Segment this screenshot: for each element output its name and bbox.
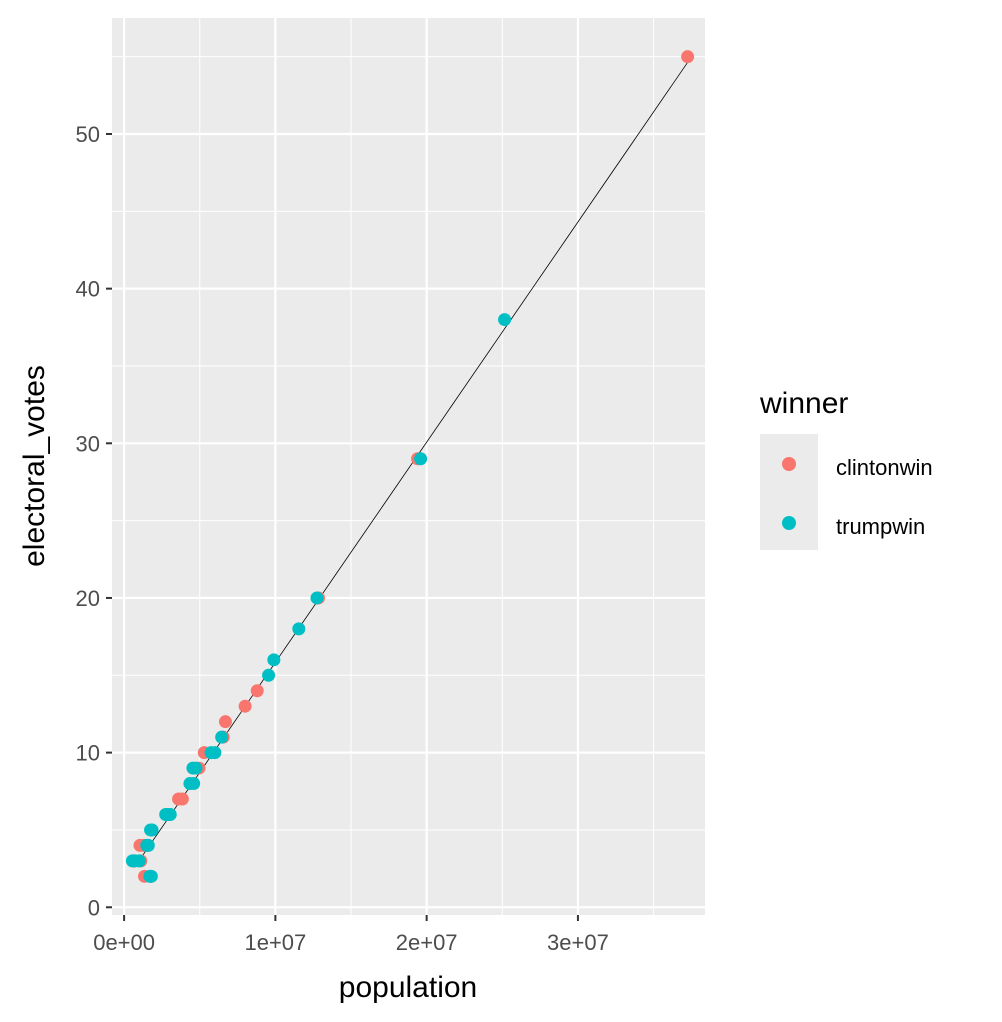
point-trumpwin bbox=[204, 746, 218, 760]
point-clintonwin bbox=[681, 50, 695, 64]
y-tick-label: 10 bbox=[76, 741, 100, 766]
legend-key-trumpwin bbox=[782, 516, 796, 530]
point-clintonwin bbox=[238, 699, 252, 713]
y-axis-title: electoral_votes bbox=[18, 365, 51, 567]
axes: 0e+00 1e+07 2e+07 3e+07 0 10 20 30 40 50 bbox=[76, 122, 609, 955]
point-trumpwin bbox=[144, 869, 158, 883]
y-tick-label: 0 bbox=[88, 895, 100, 920]
x-tick-label: 0e+00 bbox=[93, 930, 155, 955]
minor-gridlines bbox=[112, 18, 705, 915]
point-clintonwin bbox=[250, 684, 264, 698]
y-tick-label: 30 bbox=[76, 431, 100, 456]
legend: winner clintonwin trumpwin bbox=[759, 387, 933, 550]
point-trumpwin bbox=[414, 452, 428, 466]
point-trumpwin bbox=[132, 854, 146, 868]
point-trumpwin bbox=[183, 777, 197, 791]
point-trumpwin bbox=[141, 838, 155, 852]
legend-title: winner bbox=[759, 387, 848, 420]
legend-key-clintonwin bbox=[782, 457, 796, 471]
legend-key-background bbox=[760, 434, 818, 550]
point-trumpwin bbox=[292, 622, 306, 636]
y-tick-label: 50 bbox=[76, 122, 100, 147]
point-clintonwin bbox=[218, 715, 232, 729]
point-clintonwin bbox=[172, 792, 186, 806]
point-trumpwin bbox=[144, 823, 158, 837]
y-tick-label: 20 bbox=[76, 586, 100, 611]
major-gridlines bbox=[112, 18, 705, 915]
y-tick-label: 40 bbox=[76, 277, 100, 302]
point-trumpwin bbox=[267, 653, 281, 667]
panel-background bbox=[112, 18, 705, 915]
x-tick-label: 2e+07 bbox=[396, 930, 458, 955]
point-trumpwin bbox=[159, 807, 173, 821]
point-trumpwin bbox=[186, 761, 200, 775]
point-trumpwin bbox=[498, 313, 512, 327]
x-tick-label: 1e+07 bbox=[244, 930, 306, 955]
data-points bbox=[125, 50, 695, 883]
point-trumpwin bbox=[215, 730, 229, 744]
legend-label-clintonwin: clintonwin bbox=[836, 455, 933, 480]
point-trumpwin bbox=[262, 668, 276, 682]
x-axis-title: population bbox=[339, 971, 477, 1004]
x-tick-label: 3e+07 bbox=[547, 930, 609, 955]
point-trumpwin bbox=[310, 591, 324, 605]
legend-label-trumpwin: trumpwin bbox=[836, 514, 925, 539]
